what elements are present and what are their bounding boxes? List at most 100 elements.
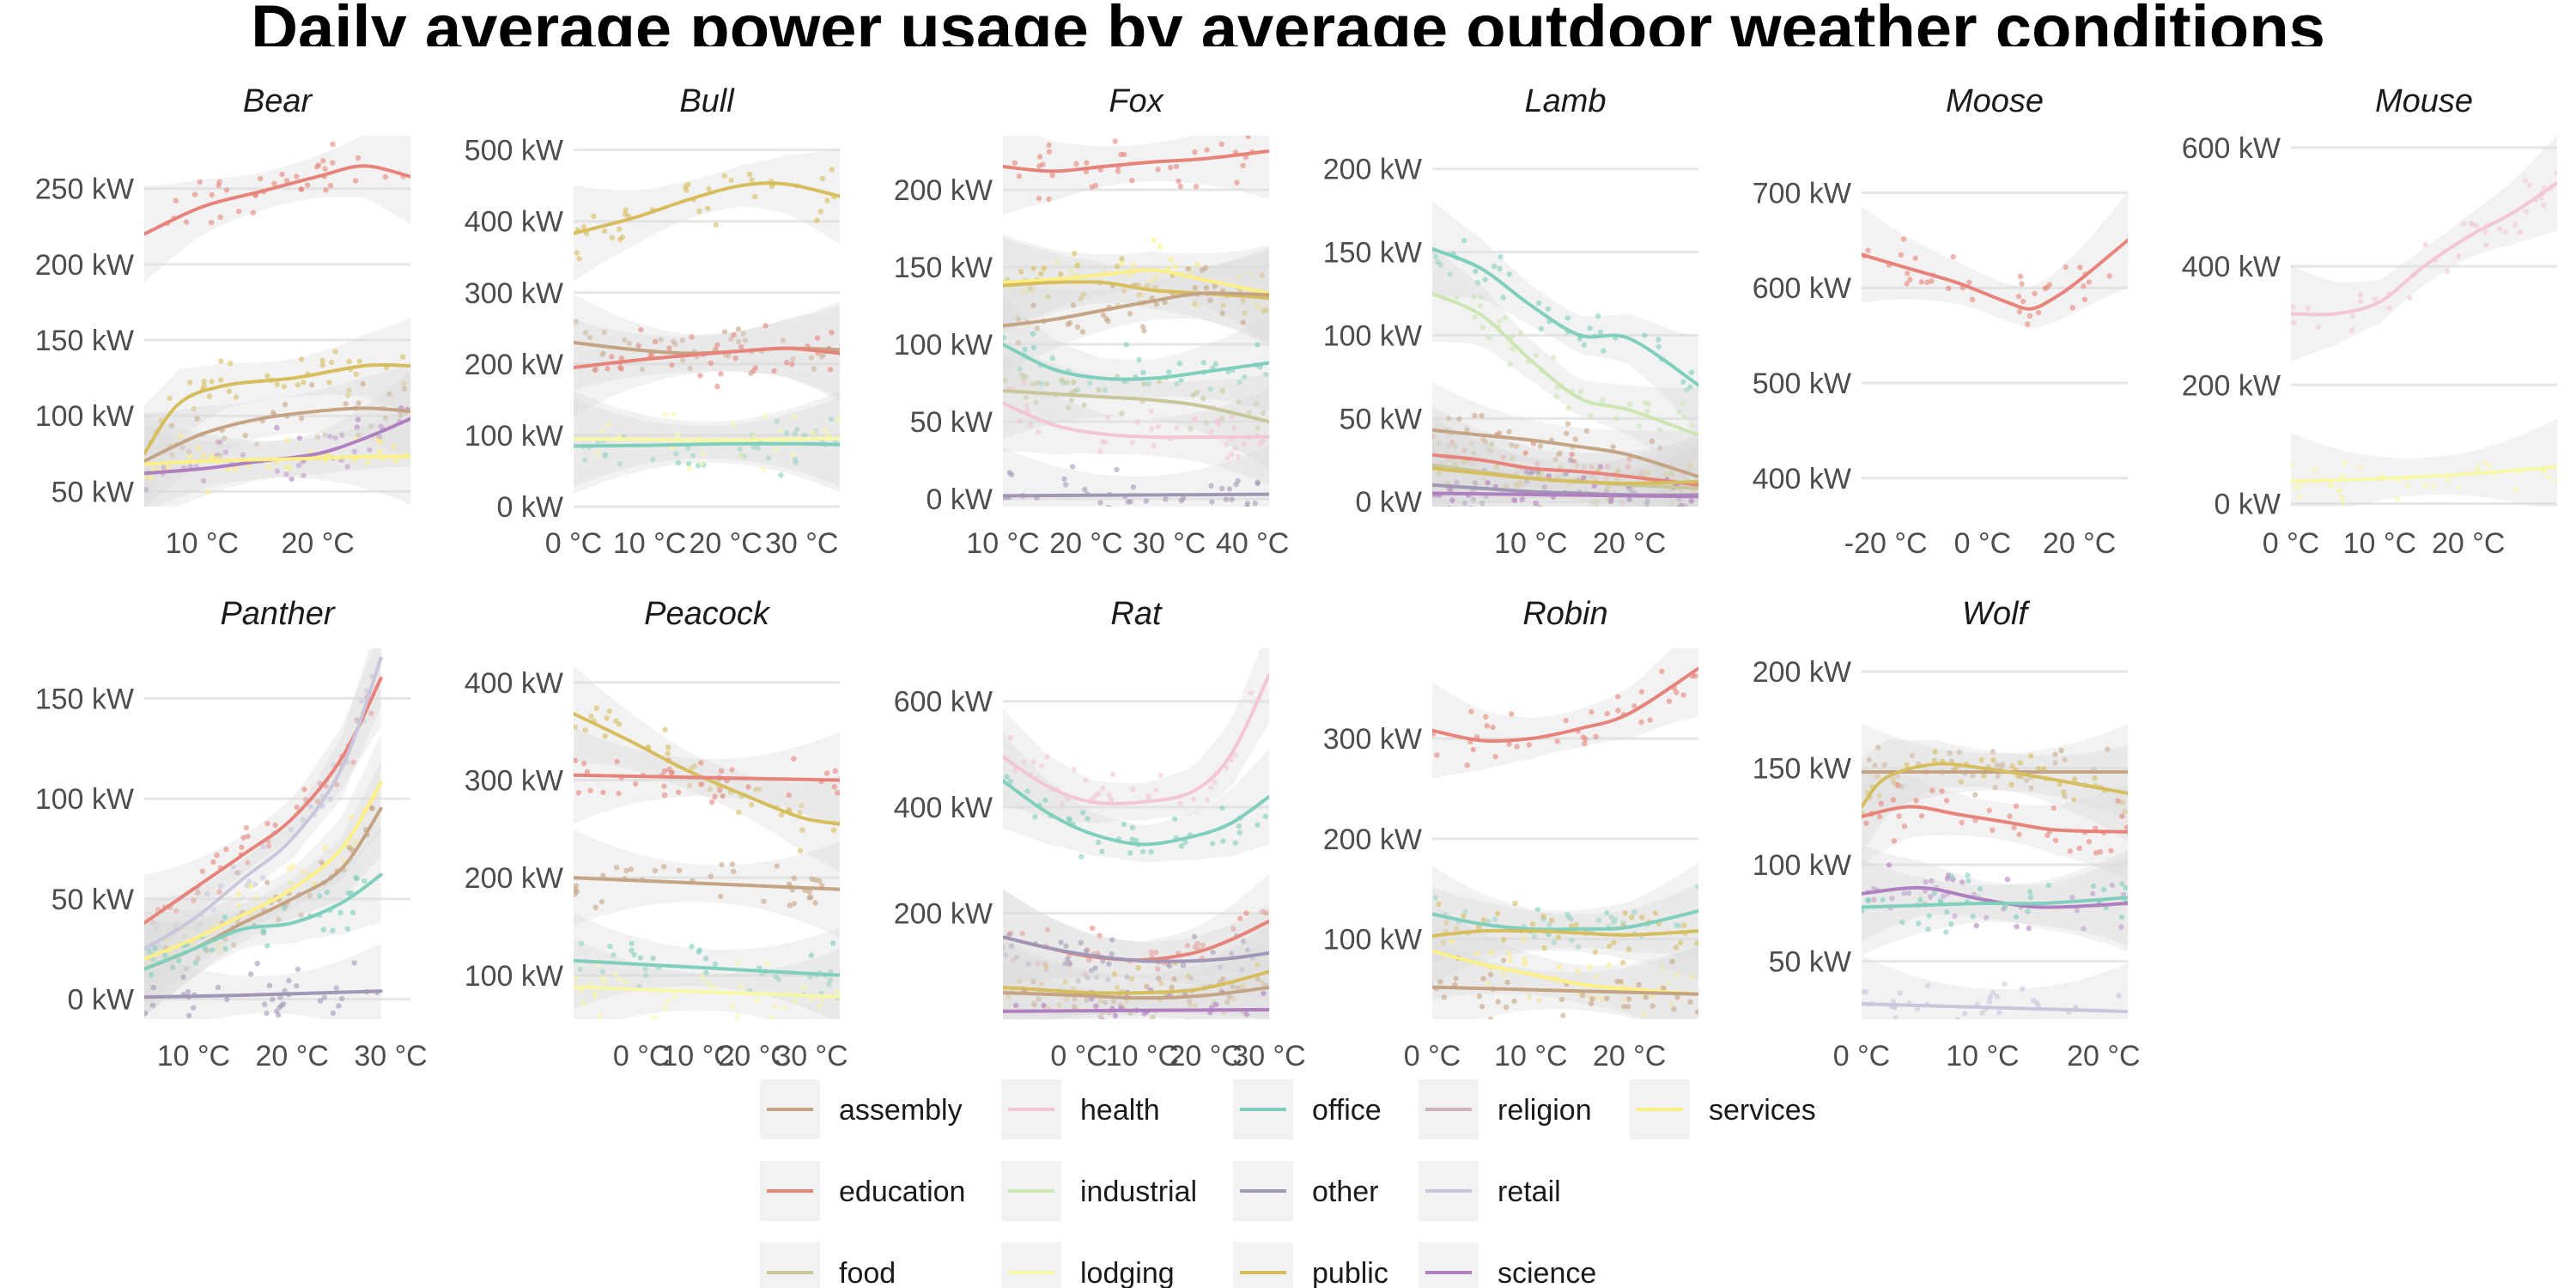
data-point-services [1575, 969, 1581, 975]
data-point-lodging [2297, 483, 2304, 489]
data-point-services [1522, 956, 1528, 963]
data-point-assembly [1030, 302, 1036, 308]
data-point-education [1194, 940, 1200, 947]
data-point-industrial [1479, 325, 1486, 331]
data-point-education [1907, 276, 1913, 283]
data-point-services [1068, 267, 1074, 273]
data-point-education [698, 760, 704, 766]
data-point-education [173, 197, 179, 204]
data-point-assembly [1240, 319, 1246, 325]
data-point-other [266, 982, 273, 988]
data-point-education [1615, 708, 1621, 714]
smooth-line-retail [144, 656, 383, 951]
data-point-assembly [1661, 985, 1667, 992]
data-point-services [1172, 264, 1179, 270]
data-point-education [2086, 279, 2093, 285]
y-tick-label: 100 kW [1323, 924, 1422, 957]
data-point-services [1506, 951, 1512, 957]
data-point-assembly [623, 867, 629, 874]
data-point-other [1130, 484, 1137, 490]
data-point-education [1115, 168, 1121, 174]
data-point-education [264, 821, 270, 827]
data-point-services [209, 453, 215, 459]
data-point-science [1041, 1029, 1046, 1034]
data-point-food [1070, 379, 1077, 386]
data-point-office [689, 944, 695, 950]
confidence-band-education [1432, 648, 1698, 779]
data-point-public [1931, 757, 1938, 763]
data-point-health [2522, 178, 2529, 184]
legend-item-lodging: lodging [1001, 1242, 1175, 1288]
data-point-other [1244, 947, 1251, 953]
data-point-industrial [1676, 409, 1682, 416]
data-point-public [295, 382, 301, 388]
data-point-retail [197, 920, 204, 927]
data-point-office [1482, 276, 1489, 283]
data-point-assembly [355, 432, 361, 438]
data-point-assembly [791, 875, 797, 881]
data-point-education [150, 920, 156, 926]
data-point-food [1081, 402, 1088, 408]
data-point-assembly [729, 861, 736, 867]
data-point-science [1060, 1019, 1065, 1024]
data-point-services [1649, 993, 1655, 999]
data-point-assembly [309, 382, 315, 388]
data-point-services [1020, 289, 1026, 295]
data-point-services [1127, 272, 1133, 279]
data-point-office [1915, 920, 1922, 927]
smooth-line-education [1003, 149, 1269, 173]
plot-area [144, 648, 383, 1019]
data-point-assembly [1437, 440, 1443, 447]
data-point-food [1489, 441, 1495, 447]
data-point-assembly [1694, 1009, 1698, 1015]
data-point-industrial [1588, 413, 1594, 419]
data-point-health [1148, 426, 1155, 432]
data-point-office [828, 416, 835, 422]
data-point-assembly [1479, 412, 1485, 419]
data-point-lodging [735, 959, 741, 965]
data-point-public [1620, 959, 1626, 966]
data-point-office [1564, 315, 1571, 321]
data-point-retail [1986, 999, 1993, 1005]
x-tick-label: 10 °C [2343, 527, 2416, 560]
y-tick-label: 600 kW [2182, 132, 2281, 165]
plot-area [144, 136, 410, 507]
data-point-education [355, 155, 361, 161]
data-point-science [354, 424, 361, 430]
data-point-science [1626, 496, 1632, 502]
data-point-education [2097, 848, 2104, 855]
data-point-industrial [1533, 352, 1540, 359]
panel-title-lamb: Lamb [1524, 83, 1606, 119]
data-point-public [1074, 262, 1080, 269]
data-point-other [1127, 499, 1133, 505]
data-point-education [210, 859, 216, 865]
data-point-office [578, 940, 585, 947]
data-point-assembly [343, 401, 349, 407]
smooth-line-office [1862, 896, 2128, 909]
data-point-food [1018, 372, 1025, 378]
data-point-assembly [1881, 762, 1887, 768]
data-point-education [283, 178, 290, 184]
data-point-education [1569, 452, 1576, 458]
data-point-public [2008, 781, 2014, 787]
data-point-education [1090, 925, 1096, 932]
smooth-line-lodging [2291, 465, 2557, 483]
data-point-science [339, 432, 345, 438]
data-point-assembly [1564, 421, 1571, 427]
data-point-lodging [599, 428, 605, 434]
data-point-education [1184, 943, 1191, 949]
data-point-education [1679, 472, 1686, 478]
data-point-health [1212, 779, 1218, 786]
data-point-science [1941, 893, 1947, 899]
data-point-services [300, 869, 306, 875]
legend-item-education: education [760, 1161, 965, 1221]
data-point-science [1132, 1020, 1137, 1025]
data-point-assembly [676, 867, 683, 873]
data-point-other [286, 977, 292, 984]
data-point-public [574, 724, 578, 730]
data-point-public [1978, 756, 1984, 763]
data-point-education [1878, 800, 1884, 806]
data-point-education [2020, 299, 2026, 305]
data-point-health [1027, 422, 1034, 428]
data-point-other [144, 1011, 149, 1017]
